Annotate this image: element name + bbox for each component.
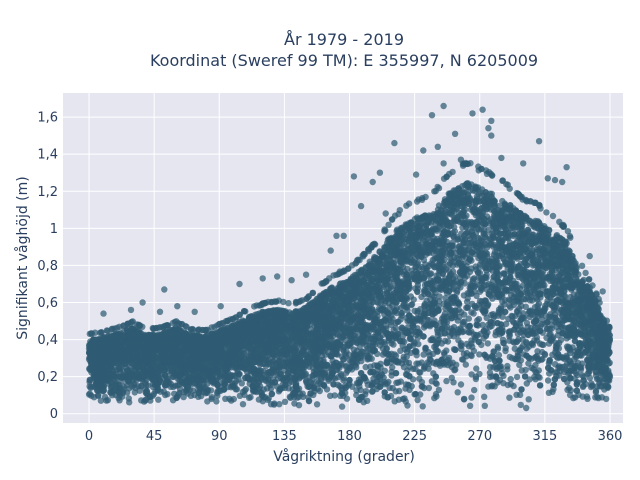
data-point: [353, 259, 360, 266]
data-point: [381, 226, 388, 233]
data-point: [385, 221, 392, 228]
data-point: [425, 384, 433, 392]
data-point: [432, 187, 439, 195]
data-point: [338, 403, 346, 410]
data-point: [471, 386, 478, 394]
data-point: [443, 377, 450, 385]
data-point: [549, 212, 557, 220]
data-point: [291, 400, 298, 407]
data-point: [405, 200, 413, 207]
data-point: [222, 395, 229, 402]
data-point: [578, 262, 586, 269]
data-point: [431, 394, 438, 402]
data-point: [465, 315, 472, 322]
data-point: [413, 198, 421, 205]
data-point: [468, 371, 475, 378]
data-point: [544, 377, 552, 384]
data-point: [396, 387, 403, 395]
data-point: [396, 207, 403, 214]
data-point: [525, 360, 532, 367]
data-point: [584, 395, 591, 402]
data-point: [353, 391, 360, 399]
data-point: [433, 380, 440, 388]
data-point: [513, 373, 521, 381]
data-points: [85, 102, 614, 412]
data-point: [462, 361, 469, 368]
data-point: [414, 396, 421, 404]
data-point: [101, 393, 109, 401]
data-point: [469, 232, 477, 239]
data-point: [510, 382, 517, 390]
data-point: [476, 351, 483, 358]
data-point: [495, 351, 503, 359]
data-point: [582, 269, 589, 277]
data-point: [481, 393, 488, 400]
data-point: [473, 365, 480, 372]
data-point: [247, 393, 254, 401]
data-point: [468, 394, 475, 401]
data-point: [466, 402, 474, 409]
data-point: [486, 373, 494, 381]
data-point: [400, 363, 408, 371]
data-point: [362, 363, 369, 371]
data-point: [523, 404, 530, 412]
data-point: [404, 402, 411, 409]
